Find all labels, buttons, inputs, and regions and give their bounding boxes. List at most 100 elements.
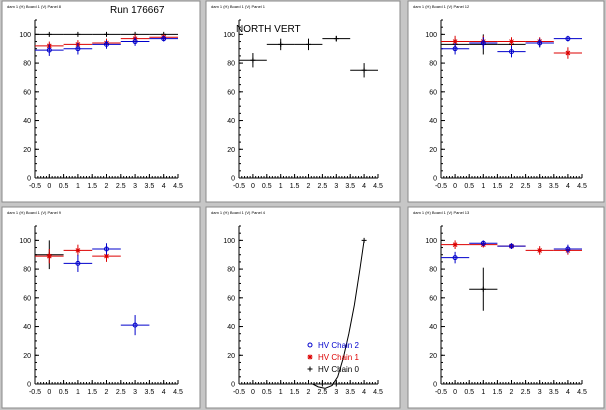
y-tick-label: 60 xyxy=(429,89,437,96)
x-tick-label: 4.5 xyxy=(577,389,587,396)
x-tick-label: 1 xyxy=(481,183,485,190)
marker-plus xyxy=(480,286,486,292)
data-point xyxy=(120,37,150,46)
marker-star xyxy=(104,253,109,259)
y-tick-label: 40 xyxy=(23,118,31,125)
x-tick-label: 2 xyxy=(307,183,311,190)
data-point xyxy=(333,381,339,387)
pad-label: dam 1 (H) Board 1 (V) Panel 13 xyxy=(413,210,470,215)
y-tick-label: 100 xyxy=(223,238,235,245)
y-tick-label: 100 xyxy=(19,32,31,39)
data-point xyxy=(553,35,582,42)
x-tick-label: 3.5 xyxy=(549,183,559,190)
data-point xyxy=(266,38,295,51)
y-tick-label: 100 xyxy=(223,32,235,39)
x-tick-label: 1.5 xyxy=(493,183,503,190)
data-point xyxy=(35,248,64,264)
plot-title: NORTH VERT xyxy=(236,24,301,35)
data-point xyxy=(525,38,554,48)
plot-title: Run 176667 xyxy=(110,5,165,16)
x-tick-label: 0 xyxy=(251,389,255,396)
series-0 xyxy=(239,35,378,78)
x-tick-label: 0 xyxy=(453,183,457,190)
marker-circle xyxy=(75,46,81,52)
marker-plus xyxy=(250,57,256,63)
x-tick-label: 4 xyxy=(362,183,366,190)
x-tick-label: 1 xyxy=(481,389,485,396)
marker-plus xyxy=(361,67,367,73)
data-point xyxy=(92,40,121,49)
x-tick-label: 1 xyxy=(76,183,80,190)
fit-curve xyxy=(312,240,365,389)
x-tick-label: 3.5 xyxy=(345,389,355,396)
x-tick-label: 4.5 xyxy=(173,389,183,396)
marker-plus xyxy=(333,381,339,387)
x-tick-label: 2.5 xyxy=(116,183,126,190)
x-tick-label: 0.5 xyxy=(59,183,69,190)
data-point xyxy=(441,42,470,55)
data-point xyxy=(239,53,267,68)
x-tick-label: 4 xyxy=(162,183,166,190)
series-2 xyxy=(63,243,150,336)
data-point xyxy=(469,240,498,247)
data-point xyxy=(149,35,178,42)
x-tick-label: 3.5 xyxy=(549,389,559,396)
y-tick-label: 0 xyxy=(27,176,31,183)
data-point xyxy=(441,240,470,249)
x-tick-label: 2.5 xyxy=(521,183,531,190)
marker-star xyxy=(46,253,52,259)
x-tick-label: 2 xyxy=(105,183,109,190)
data-point xyxy=(294,38,323,51)
series-0 xyxy=(469,267,498,311)
marker-circle xyxy=(452,46,458,52)
data-point xyxy=(63,244,93,257)
x-tick-label: -0.5 xyxy=(233,389,245,396)
marker-circle xyxy=(161,36,167,42)
y-tick-label: 60 xyxy=(227,89,235,96)
marker-star xyxy=(452,242,458,248)
y-tick-label: 40 xyxy=(429,118,437,125)
marker-circle xyxy=(565,36,571,42)
y-tick-label: 80 xyxy=(227,267,235,274)
marker-plus xyxy=(104,31,109,37)
x-tick-label: 0.5 xyxy=(262,389,272,396)
x-tick-label: 1 xyxy=(279,183,283,190)
marker-star xyxy=(452,39,458,45)
data-point xyxy=(350,63,378,78)
y-tick-label: 40 xyxy=(23,324,31,331)
data-point xyxy=(63,42,93,55)
x-tick-label: -0.5 xyxy=(435,389,447,396)
marker-plus xyxy=(278,41,284,47)
data-point xyxy=(92,31,121,37)
pad-1: dam 1 (H) Board 1 (V) Panel 8 Run 176667 -… xyxy=(1,0,201,203)
pad-label: dam 1 (H) Board 1 (V) Panel 1 xyxy=(211,4,266,9)
x-tick-label: 4 xyxy=(566,183,570,190)
data-point xyxy=(63,31,93,37)
y-tick-label: 60 xyxy=(23,89,31,96)
x-tick-label: 2 xyxy=(307,389,311,396)
series-2 xyxy=(35,35,178,56)
x-tick-label: 0 xyxy=(453,389,457,396)
pad-frame xyxy=(407,0,605,203)
marker-circle xyxy=(509,49,514,55)
marker-plus xyxy=(333,36,339,42)
y-tick-label: 80 xyxy=(227,61,235,68)
legend-marker-plus xyxy=(307,366,313,372)
pad-label: dam 1 (H) Board 1 (V) Panel 8 xyxy=(7,4,62,9)
y-tick-label: 40 xyxy=(429,324,437,331)
y-tick-label: 40 xyxy=(227,324,235,331)
y-tick-label: 60 xyxy=(23,295,31,302)
x-tick-label: 3.5 xyxy=(145,389,155,396)
marker-circle xyxy=(509,243,514,249)
legend-marker-star xyxy=(307,354,313,360)
data-point xyxy=(361,237,367,243)
y-tick-label: 20 xyxy=(429,147,437,154)
y-tick-label: 0 xyxy=(231,176,235,183)
x-tick-label: 4 xyxy=(566,389,570,396)
x-tick-label: 3 xyxy=(538,389,542,396)
data-point xyxy=(92,243,121,255)
